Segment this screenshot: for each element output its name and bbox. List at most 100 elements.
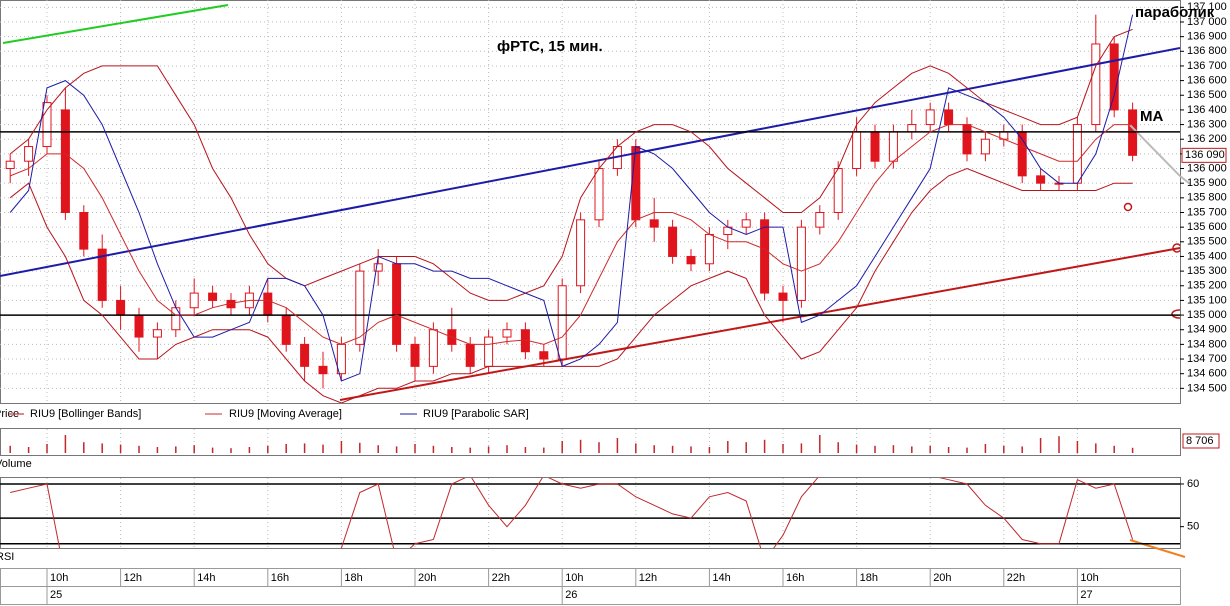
volume-bar	[635, 443, 637, 453]
volume-bar	[1021, 446, 1023, 453]
candle-body	[833, 168, 843, 213]
volume-bar	[690, 446, 692, 453]
x-tick-label: 12h	[639, 572, 657, 584]
volume-bar	[874, 445, 876, 453]
candle-body	[852, 131, 862, 170]
volume-bar	[911, 446, 913, 453]
panel-label: Volume	[0, 458, 32, 470]
candle-body	[5, 160, 15, 170]
y-tick-label: 135 900	[1187, 177, 1227, 189]
bollinger-lower	[9, 167, 1133, 403]
x-tick-label: 20h	[418, 572, 436, 584]
volume-bar	[9, 445, 11, 453]
candle-body	[907, 124, 917, 133]
candle-body	[171, 307, 181, 331]
y-tick-label: 136 200	[1187, 133, 1227, 145]
volume-label-box	[1182, 433, 1220, 449]
volume-bar	[377, 445, 379, 453]
candle-body	[134, 314, 144, 338]
volume-bar	[892, 445, 895, 453]
volume-bar	[395, 446, 398, 453]
volume-bar	[984, 444, 987, 453]
x-tick-label: 18h	[860, 572, 878, 584]
y-tick-label: 134 700	[1187, 353, 1227, 365]
volume-bar	[322, 444, 324, 453]
volume-bar	[579, 439, 582, 453]
y-tick-label: 135 600	[1187, 221, 1227, 233]
volume-bar	[1113, 445, 1115, 453]
candle-body	[576, 219, 586, 287]
y-tick-label: 134 600	[1187, 368, 1227, 380]
candle-body	[594, 168, 604, 221]
candle-body	[42, 102, 52, 148]
candle-body	[116, 299, 126, 316]
annotation: MA	[1140, 108, 1163, 125]
volume-bar	[487, 446, 490, 453]
trend-line-gray	[1129, 124, 1180, 177]
volume-bar	[966, 447, 968, 453]
y-tick-label: 136 300	[1187, 118, 1227, 130]
volume-bar	[248, 447, 251, 453]
candle-body	[392, 263, 402, 345]
legend-label: RIU9 [Parabolic SAR]	[423, 408, 529, 420]
candle-body	[189, 292, 199, 309]
candle-body	[263, 292, 273, 316]
x-tick-label: 16h	[271, 572, 289, 584]
candle-body	[962, 124, 972, 155]
trend-line-orange	[1129, 539, 1186, 558]
volume-bar	[782, 444, 784, 453]
volume-bar	[1076, 441, 1079, 453]
x-tick-label: 10h	[1080, 572, 1098, 584]
x-tick-label: 10h	[565, 572, 583, 584]
y-tick-label: 134 900	[1187, 324, 1227, 336]
chart-title: фРТС, 15 мин.	[497, 38, 603, 55]
date-label: 26	[565, 589, 577, 601]
candle-body	[465, 343, 475, 367]
candle-body	[152, 329, 162, 338]
volume-bar	[929, 445, 931, 453]
y-tick-label: 136 600	[1187, 75, 1227, 87]
bollinger-upper	[9, 28, 1133, 301]
volume-bar	[230, 448, 232, 453]
volume-bar	[598, 442, 600, 453]
volume-bar	[432, 445, 435, 453]
volume-bar	[745, 442, 747, 453]
candle-body	[208, 292, 218, 301]
y-tick-label: 135 000	[1187, 309, 1227, 321]
volume-bar	[285, 444, 287, 453]
trend-line-red	[339, 247, 1180, 401]
x-tick-label: 12h	[124, 572, 142, 584]
x-tick-label: 14h	[197, 572, 215, 584]
volume-bar	[653, 445, 655, 453]
candle-body	[539, 351, 549, 360]
y-tick-label: 137 000	[1187, 16, 1227, 28]
candle-body	[1072, 124, 1082, 184]
rsi-tick-label: 60	[1187, 478, 1199, 490]
candle-body	[741, 219, 751, 228]
volume-label: 8 706	[1186, 435, 1214, 447]
y-tick-label: 135 800	[1187, 192, 1227, 204]
moving-average	[10, 124, 1133, 345]
volume-bar	[561, 441, 563, 453]
x-tick-label: 14h	[712, 572, 730, 584]
legend-label: RIU9 [Bollinger Bands]	[30, 408, 141, 420]
y-tick-label: 136 400	[1187, 104, 1227, 116]
candle-body	[944, 109, 954, 126]
volume-bar	[819, 435, 821, 453]
candle-body	[796, 226, 806, 301]
candle-body	[410, 343, 420, 367]
volume-panel-frame	[0, 428, 1181, 456]
candle-body	[24, 146, 34, 162]
volume-bar	[156, 447, 159, 453]
last-price-box	[1181, 147, 1227, 163]
annotation: параболик	[1135, 4, 1215, 21]
date-label: 25	[50, 589, 62, 601]
volume-bar	[671, 445, 674, 453]
candle-body	[760, 219, 770, 294]
x-tick-label: 10h	[50, 572, 68, 584]
y-tick-label: 137 100	[1187, 1, 1227, 13]
candle-body	[97, 248, 107, 301]
candle-body	[815, 211, 825, 228]
volume-bar	[524, 447, 527, 453]
